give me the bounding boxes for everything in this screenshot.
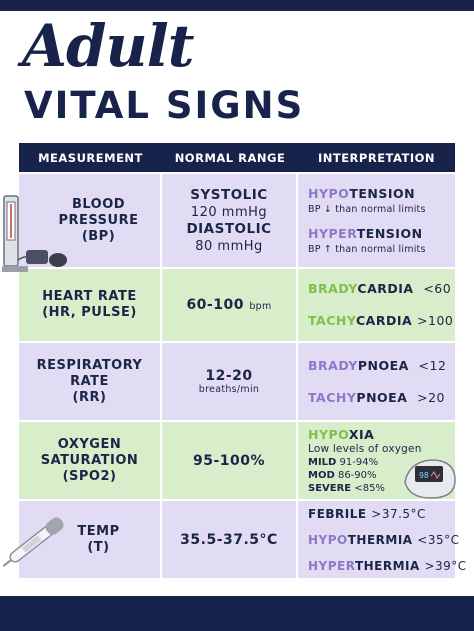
hypoxia-term: HYPOXIA xyxy=(308,426,375,442)
febrile-term: FEBRILE >37.5°C xyxy=(308,506,426,521)
tachycardia-term: TACHYCARDIA >100 xyxy=(308,313,454,328)
measurement-line: RATE xyxy=(70,373,109,389)
interpretation-cell: BRADYPNOEA <12 TACHYPNOEA >20 xyxy=(298,343,455,420)
table-row-heart-rate: HEART RATE (HR, PULSE) 60-100 bpm BRADYC… xyxy=(19,269,455,341)
table-header: MEASUREMENT NORMAL RANGE INTERPRETATION xyxy=(19,143,455,172)
oxygen-saturation-range: 95-100% xyxy=(192,452,266,469)
bradypnoea-term: BRADYPNOEA <12 xyxy=(308,357,447,373)
header-normal-range: NORMAL RANGE xyxy=(174,150,286,165)
svg-text:98: 98 xyxy=(419,471,429,480)
hypotension-term: HYPOTENSION xyxy=(308,185,416,201)
normal-range-cell: 60-100 bpm xyxy=(162,269,296,341)
measurement-line: HEART RATE xyxy=(42,289,137,304)
table-row-blood-pressure: BLOOD PRESSURE (BP) SYSTOLIC 120 mmHg DI… xyxy=(19,174,455,267)
hypoxia-severe: SEVERE <85% xyxy=(308,482,385,494)
bradycardia-term: BRADYCARDIA <60 xyxy=(308,281,452,296)
systolic-value: 120 mmHg xyxy=(190,204,268,220)
hypoxia-moderate: MOD 86-90% xyxy=(308,469,377,481)
blood-pressure-monitor-icon xyxy=(2,195,67,272)
hyperthermia-term: HYPERTHERMIA >39°C xyxy=(308,558,467,573)
normal-range-cell: 95-100% xyxy=(162,422,296,499)
measurement-cell: HEART RATE (HR, PULSE) xyxy=(19,269,160,341)
title-vital-signs: VITAL SIGNS xyxy=(24,84,305,127)
measurement-line: BLOOD xyxy=(71,196,126,212)
title-adult: Adult xyxy=(22,12,195,80)
respiratory-rate-unit: breaths/min xyxy=(198,384,260,395)
hypothermia-term: HYPOTHERMIA <35°C xyxy=(308,532,460,547)
normal-range-cell: 12-20 breaths/min xyxy=(162,343,296,420)
thermometer-icon xyxy=(2,517,64,567)
tachypnoea-term: TACHYPNOEA >20 xyxy=(308,389,445,405)
interpretation-cell: BRADYCARDIA <60 TACHYCARDIA >100 xyxy=(298,269,455,341)
normal-range-cell: 35.5-37.5°C xyxy=(162,501,296,578)
systolic-label: SYSTOLIC xyxy=(190,186,268,203)
vital-signs-table: MEASUREMENT NORMAL RANGE INTERPRETATION … xyxy=(19,143,467,578)
interpretation-cell: HYPOTENSION BP ↓ than normal limits HYPE… xyxy=(298,174,455,267)
temperature-range: 35.5-37.5°C xyxy=(180,531,278,548)
measurement-line: (SPO2) xyxy=(62,468,117,484)
table-row-temperature: TEMP (T) 35.5-37.5°C FEBRILE >37.5°C HYP… xyxy=(19,501,467,578)
top-band xyxy=(0,0,474,11)
measurement-line: PRESSURE xyxy=(58,212,139,228)
hypertension-term: HYPERTENSION xyxy=(308,225,423,241)
respiratory-rate-range: 12-20 xyxy=(205,368,253,384)
hypertension-note: BP ↑ than normal limits xyxy=(308,243,426,255)
header-measurement: MEASUREMENT xyxy=(38,150,143,165)
table-row-oxygen-saturation: OXYGEN SATURATION (SPO2) 95-100% HYPOXIA… xyxy=(19,422,455,499)
measurement-line: TEMP xyxy=(77,523,120,539)
measurement-line: RESPIRATORY xyxy=(36,357,143,373)
measurement-line: (RR) xyxy=(72,389,107,405)
measurement-cell: RESPIRATORY RATE (RR) xyxy=(19,343,160,420)
measurement-line: SATURATION xyxy=(40,452,139,468)
interpretation-cell: FEBRILE >37.5°C HYPOTHERMIA <35°C HYPERT… xyxy=(298,501,467,578)
hypotension-note: BP ↓ than normal limits xyxy=(308,203,426,215)
pulse-oximeter-icon: 98 xyxy=(404,459,456,499)
measurement-line: (HR, PULSE) xyxy=(42,305,137,320)
diastolic-value: 80 mmHg xyxy=(195,238,263,254)
bottom-band xyxy=(0,596,474,631)
heart-rate-range: 60-100 bpm xyxy=(186,297,272,313)
table-row-respiratory-rate: RESPIRATORY RATE (RR) 12-20 breaths/min … xyxy=(19,343,455,420)
measurement-line: OXYGEN xyxy=(57,436,122,452)
normal-range-cell: SYSTOLIC 120 mmHg DIASTOLIC 80 mmHg xyxy=(162,174,296,267)
hypoxia-description: Low levels of oxygen xyxy=(308,442,422,455)
measurement-line: (BP) xyxy=(81,228,116,244)
hypoxia-mild: MILD 91-94% xyxy=(308,456,379,468)
measurement-cell: OXYGEN SATURATION (SPO2) xyxy=(19,422,160,499)
measurement-line: (T) xyxy=(87,539,110,555)
diastolic-label: DIASTOLIC xyxy=(186,220,272,237)
header-interpretation: INTERPRETATION xyxy=(317,150,436,165)
